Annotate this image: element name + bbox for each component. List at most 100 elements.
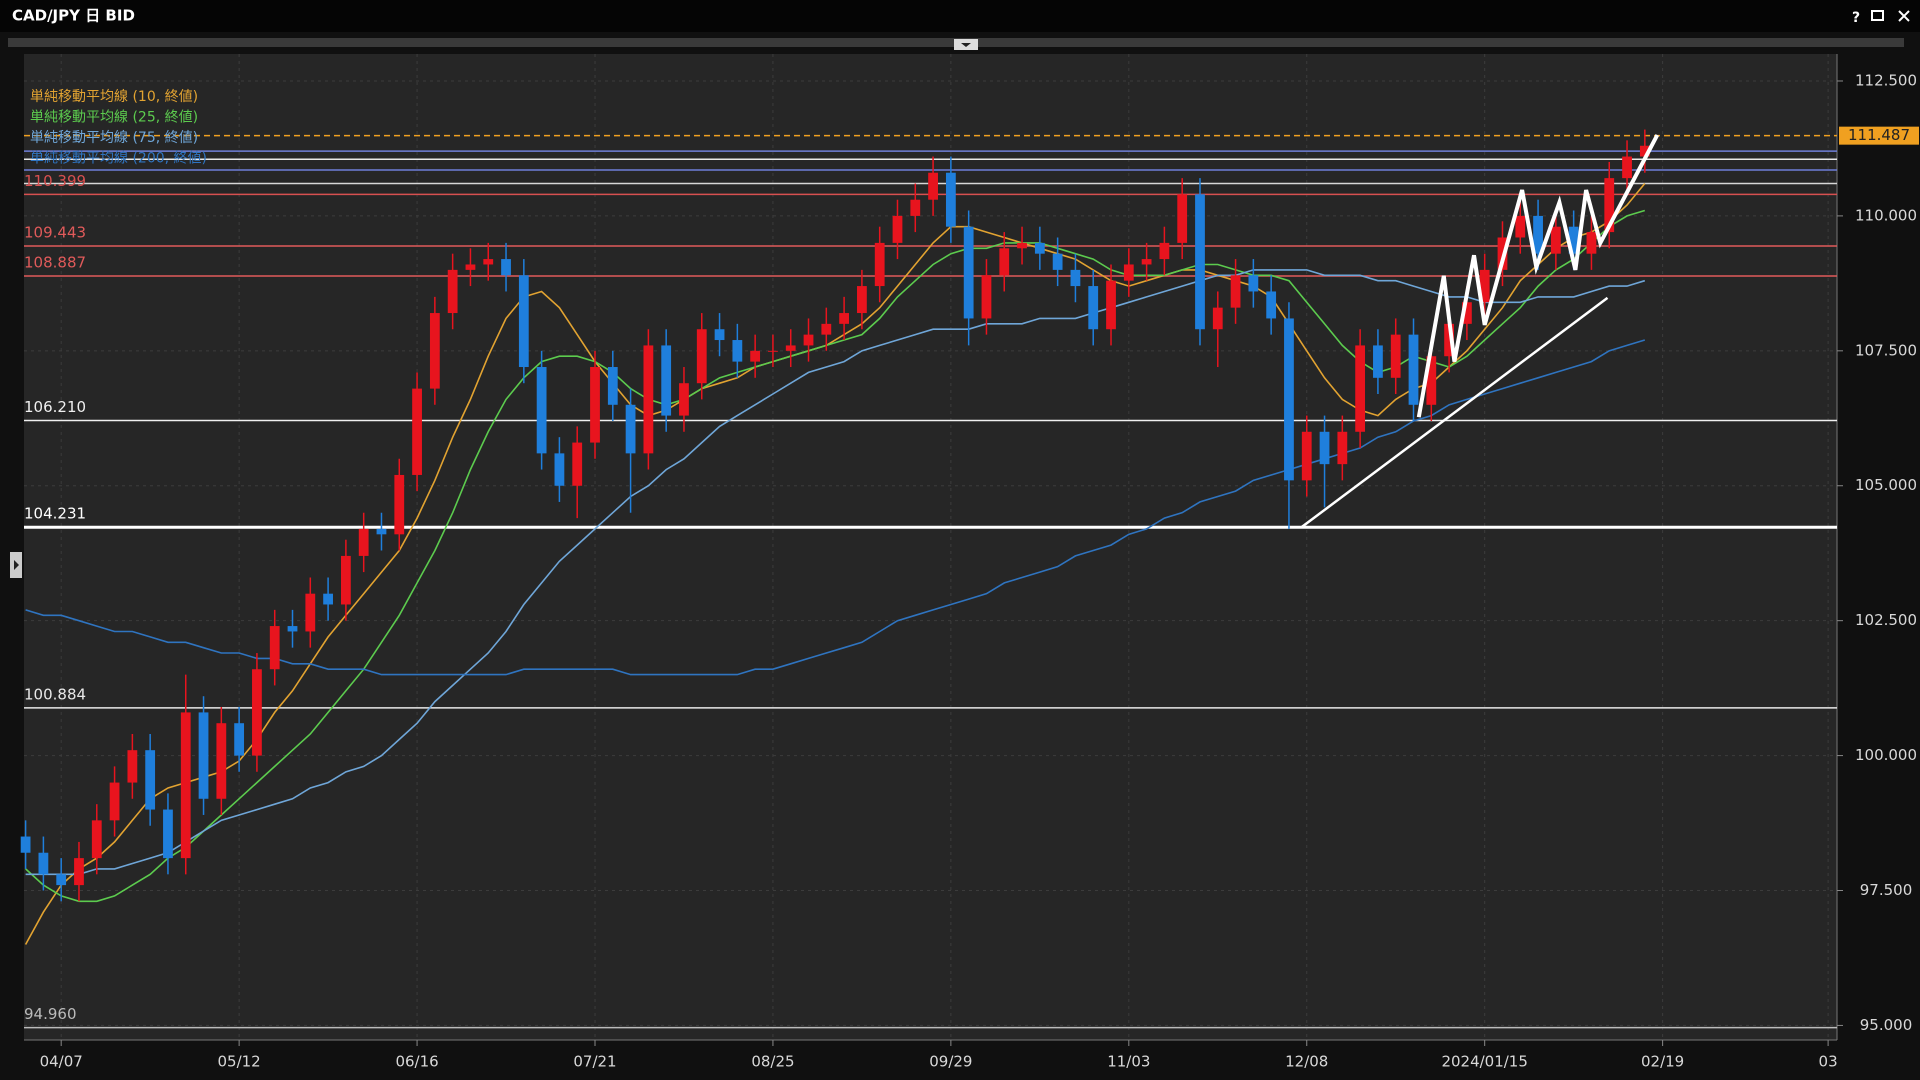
candle-body bbox=[768, 350, 778, 352]
candle-body bbox=[1248, 275, 1259, 292]
candle-body bbox=[1141, 259, 1152, 265]
candle-body bbox=[1301, 431, 1312, 481]
candle-body bbox=[323, 593, 333, 605]
candle-body bbox=[1177, 194, 1188, 243]
candle-body bbox=[554, 453, 565, 486]
level-label: 94.960 bbox=[24, 1005, 77, 1023]
candle-body bbox=[1159, 242, 1170, 260]
x-tick-label: 07/21 bbox=[573, 1053, 616, 1071]
candle-body bbox=[679, 383, 689, 416]
candle-body bbox=[465, 264, 476, 270]
candle-body bbox=[1515, 215, 1526, 238]
legend-entry: 単純移動平均線 (75, 終値) bbox=[30, 130, 198, 146]
candle-body bbox=[198, 712, 209, 799]
candle-body bbox=[1533, 215, 1543, 254]
y-tick-label: 105.000 bbox=[1855, 476, 1917, 494]
candle-body bbox=[999, 248, 1010, 276]
candle-body bbox=[1034, 242, 1045, 254]
candle-body bbox=[1622, 156, 1632, 179]
legend-entry: 単純移動平均線 (200, 終値) bbox=[30, 151, 207, 167]
candle-body bbox=[252, 669, 262, 756]
candle-body bbox=[1266, 291, 1277, 319]
x-tick-label: 12/08 bbox=[1285, 1053, 1328, 1071]
title-bar bbox=[0, 0, 1920, 32]
candle-body bbox=[1550, 226, 1561, 254]
candle-body bbox=[857, 286, 867, 314]
candle-body bbox=[447, 269, 458, 314]
ma-line bbox=[25, 339, 1646, 676]
help-button[interactable]: ? bbox=[1852, 10, 1860, 26]
x-tick-label: 03 bbox=[1819, 1053, 1838, 1071]
candle-body bbox=[981, 275, 992, 319]
x-tick-label: 08/25 bbox=[751, 1053, 794, 1071]
candle-body bbox=[696, 329, 707, 384]
x-tick-label: 06/16 bbox=[395, 1053, 438, 1071]
y-tick-label: 95.000 bbox=[1860, 1016, 1913, 1034]
candle-body bbox=[412, 388, 422, 475]
candle-body bbox=[643, 345, 654, 454]
candle-body bbox=[1070, 269, 1081, 287]
candle-body bbox=[376, 528, 387, 535]
candle-body bbox=[394, 474, 405, 535]
candle-body bbox=[1230, 275, 1241, 308]
maximize-button[interactable] bbox=[1871, 10, 1884, 21]
y-tick-label: 102.500 bbox=[1855, 611, 1917, 629]
candle-body bbox=[1088, 286, 1099, 330]
candle-body bbox=[1052, 253, 1063, 270]
candle-body bbox=[945, 172, 956, 227]
candle-body bbox=[109, 782, 120, 821]
candle-body bbox=[234, 723, 245, 756]
candle-body bbox=[287, 626, 298, 632]
price-tag bbox=[1839, 126, 1919, 145]
candle-body bbox=[1106, 280, 1116, 330]
candle-body bbox=[1604, 178, 1615, 233]
y-tick-label: 110.000 bbox=[1855, 206, 1917, 224]
candle-body bbox=[607, 367, 618, 405]
candle-body bbox=[1195, 194, 1205, 330]
candle-body bbox=[163, 809, 173, 859]
x-tick-label: 09/29 bbox=[929, 1053, 972, 1071]
ma-line bbox=[25, 269, 1646, 876]
candle-body bbox=[625, 404, 636, 454]
side-arrow bbox=[14, 560, 19, 570]
candle-body bbox=[590, 367, 600, 443]
candle-body bbox=[874, 242, 885, 287]
candle-body bbox=[38, 852, 49, 875]
candle-body bbox=[1212, 307, 1223, 330]
candle-body bbox=[269, 626, 280, 670]
candle-body bbox=[1319, 431, 1330, 465]
y-tick-label: 112.500 bbox=[1855, 71, 1917, 89]
x-tick-label: 05/12 bbox=[218, 1053, 261, 1071]
candle-body bbox=[1408, 334, 1419, 405]
candle-body bbox=[661, 345, 672, 416]
trend-drawing bbox=[1300, 296, 1609, 529]
close-button[interactable] bbox=[1898, 10, 1910, 22]
candle-body bbox=[1639, 145, 1650, 157]
candle-body bbox=[1426, 356, 1437, 405]
candle-body bbox=[839, 313, 850, 324]
candle-body bbox=[483, 259, 494, 265]
candle-body bbox=[127, 750, 138, 783]
level-label: 108.887 bbox=[24, 253, 86, 271]
candle-body bbox=[1017, 242, 1027, 249]
level-label: 100.884 bbox=[24, 685, 86, 703]
x-tick-label: 04/07 bbox=[40, 1053, 83, 1071]
level-label: 110.399 bbox=[24, 172, 86, 190]
candle-body bbox=[180, 712, 191, 859]
candle-body bbox=[1337, 431, 1348, 465]
candle-body bbox=[892, 215, 903, 243]
candle-body bbox=[1586, 232, 1597, 254]
candle-body bbox=[91, 820, 102, 859]
candle-body bbox=[216, 723, 227, 799]
candle-body bbox=[750, 350, 761, 362]
price-tag-label: 111.487 bbox=[1848, 126, 1910, 144]
candle-body bbox=[1355, 345, 1366, 432]
candle-body bbox=[572, 442, 583, 486]
candle-body bbox=[501, 259, 511, 276]
candle-body bbox=[963, 226, 974, 319]
candle-body bbox=[429, 313, 440, 389]
candle-body bbox=[358, 528, 369, 556]
collapse-arrow bbox=[961, 43, 971, 47]
candle-body bbox=[785, 345, 796, 351]
